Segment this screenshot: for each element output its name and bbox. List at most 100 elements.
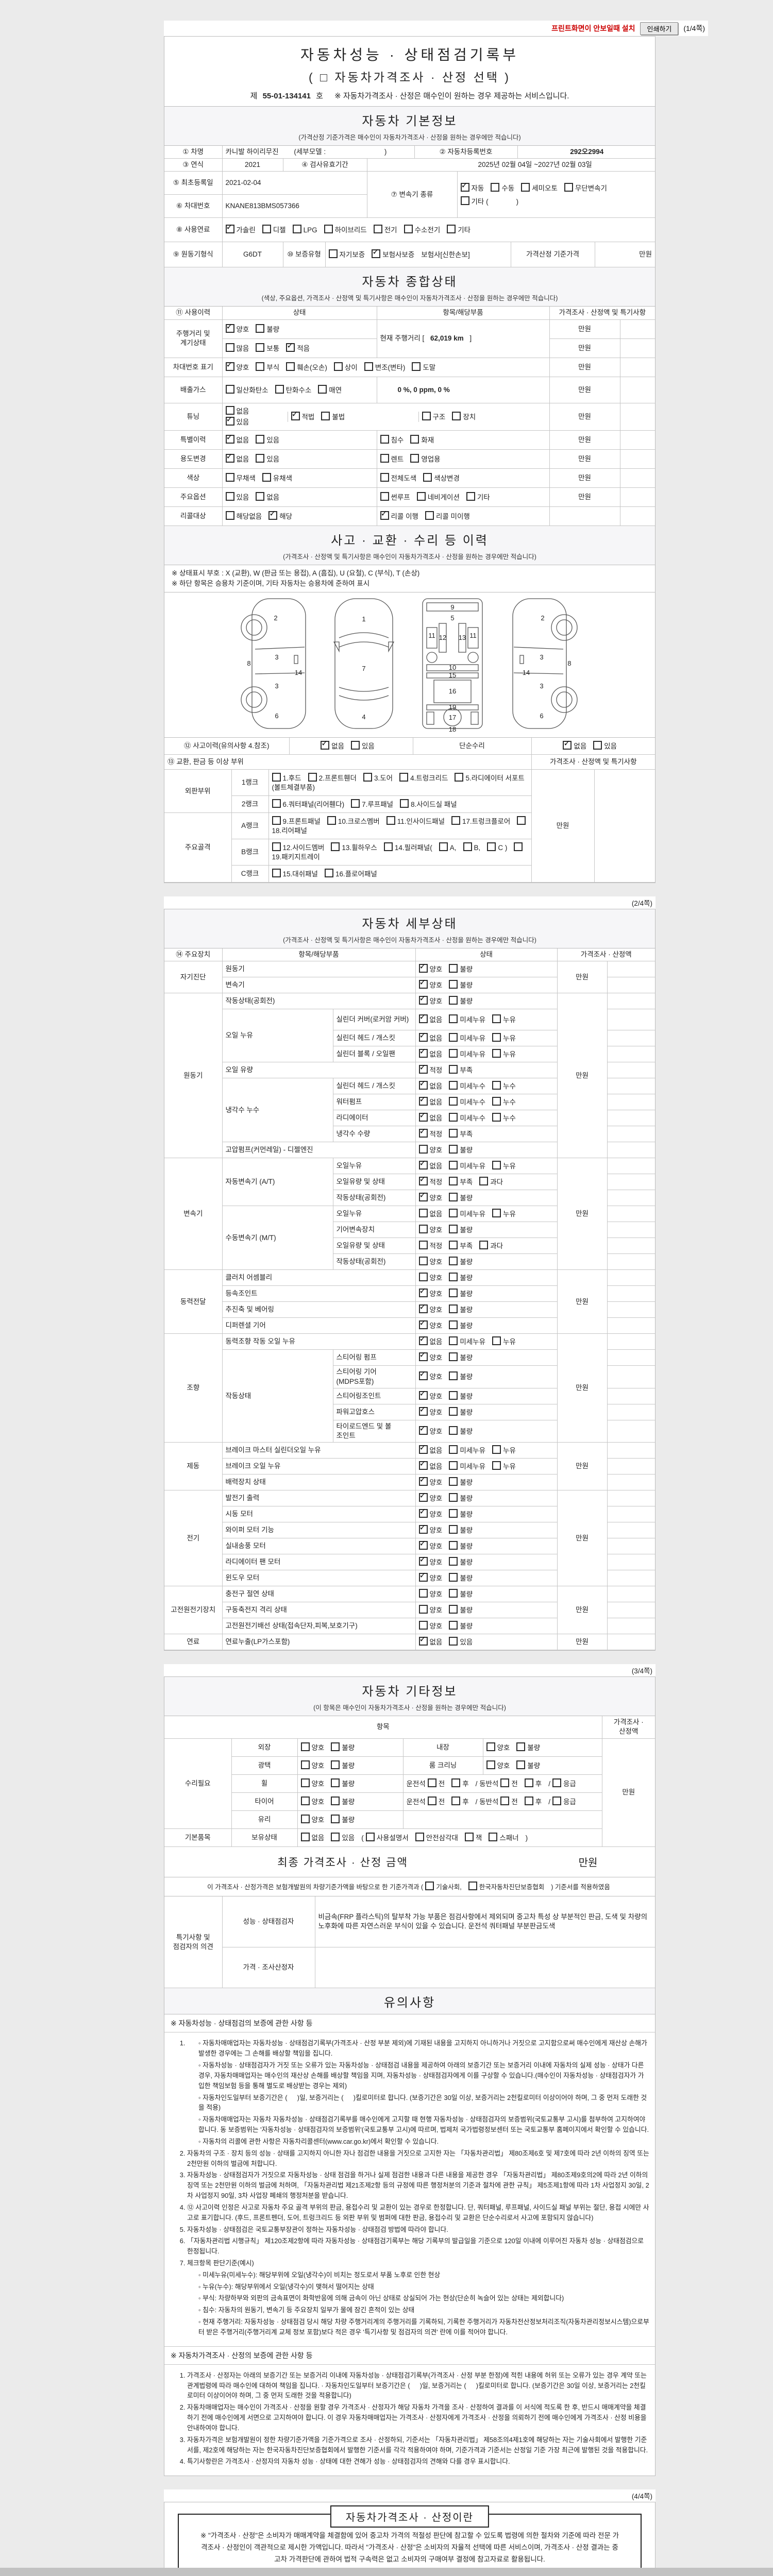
checkbox[interactable] (418, 1621, 428, 1630)
checkbox[interactable] (449, 1065, 458, 1074)
checkbox[interactable] (479, 1177, 489, 1186)
checkbox[interactable] (418, 1605, 428, 1614)
checkbox[interactable] (418, 1126, 428, 1138)
checkbox[interactable] (460, 180, 469, 192)
checkbox[interactable] (383, 842, 393, 851)
checkbox[interactable] (225, 222, 234, 234)
checkbox[interactable] (225, 432, 234, 444)
checkbox[interactable] (449, 1541, 458, 1550)
checkbox[interactable] (449, 980, 458, 989)
checkbox[interactable] (418, 1404, 428, 1416)
checkbox[interactable] (225, 360, 234, 371)
checkbox[interactable] (418, 1302, 428, 1314)
checkbox[interactable] (449, 1391, 458, 1400)
checkbox[interactable] (410, 434, 419, 444)
checkbox[interactable] (418, 1538, 428, 1550)
checkbox[interactable] (331, 1796, 340, 1805)
checkbox[interactable] (449, 1241, 458, 1250)
checkbox[interactable] (418, 1475, 428, 1486)
checkbox[interactable] (423, 472, 432, 482)
checkbox[interactable] (275, 384, 284, 394)
checkbox[interactable] (418, 1012, 428, 1024)
checkbox[interactable] (351, 799, 360, 808)
checkbox[interactable] (449, 1289, 458, 1298)
checkbox[interactable] (466, 492, 475, 501)
checkbox[interactable] (272, 816, 281, 825)
checkbox[interactable] (225, 343, 234, 352)
checkbox[interactable] (449, 1477, 458, 1486)
checkbox[interactable] (487, 842, 496, 851)
checkbox[interactable] (418, 1350, 428, 1362)
checkbox[interactable] (449, 1097, 458, 1106)
checkbox[interactable] (373, 225, 382, 234)
checkbox[interactable] (331, 1760, 340, 1769)
checkbox[interactable] (364, 362, 373, 371)
checkbox[interactable] (331, 1832, 340, 1841)
checkbox[interactable] (399, 772, 409, 782)
checkbox[interactable] (272, 842, 281, 851)
checkbox[interactable] (418, 1078, 428, 1090)
checkbox[interactable] (372, 247, 381, 259)
checkbox[interactable] (386, 816, 395, 825)
checkbox[interactable] (286, 341, 295, 352)
checkbox[interactable] (418, 1589, 428, 1598)
checkbox[interactable] (418, 1225, 428, 1234)
checkbox[interactable] (300, 1760, 310, 1769)
checkbox[interactable] (418, 1174, 428, 1186)
checkbox[interactable] (418, 961, 428, 973)
checkbox[interactable] (418, 1241, 428, 1250)
checkbox[interactable] (318, 384, 327, 394)
checkbox[interactable] (418, 1459, 428, 1470)
checkbox[interactable] (425, 511, 434, 520)
checkbox[interactable] (486, 1760, 495, 1769)
checkbox[interactable] (449, 1081, 458, 1090)
checkbox[interactable] (292, 225, 301, 234)
checkbox[interactable] (415, 1832, 424, 1841)
checkbox[interactable] (418, 1209, 428, 1218)
checkbox[interactable] (449, 1049, 458, 1058)
checkbox[interactable] (300, 1832, 310, 1841)
checkbox[interactable] (418, 1570, 428, 1582)
checkbox[interactable] (524, 1796, 533, 1805)
checkbox[interactable] (451, 1796, 461, 1805)
checkbox[interactable] (514, 842, 523, 851)
checkbox[interactable] (492, 1461, 501, 1470)
checkbox[interactable] (452, 411, 461, 420)
checkbox[interactable] (500, 1778, 510, 1787)
checkbox[interactable] (418, 1388, 428, 1400)
checkbox[interactable] (449, 1445, 458, 1454)
checkbox[interactable] (418, 1145, 428, 1154)
checkbox[interactable] (449, 1525, 458, 1534)
checkbox[interactable] (365, 1832, 375, 1841)
checkbox[interactable] (418, 1490, 428, 1502)
checkbox[interactable] (410, 453, 419, 463)
checkbox[interactable] (225, 511, 234, 520)
checkbox[interactable] (449, 1509, 458, 1518)
checkbox[interactable] (380, 434, 389, 444)
checkbox[interactable] (449, 996, 458, 1005)
checkbox[interactable] (449, 1225, 458, 1234)
checkbox[interactable] (418, 1094, 428, 1106)
checkbox[interactable] (418, 1522, 428, 1534)
checkbox[interactable] (449, 1336, 458, 1346)
checkbox[interactable] (324, 869, 333, 878)
checkbox[interactable] (593, 741, 602, 750)
checkbox[interactable] (451, 1778, 461, 1787)
checkbox[interactable] (300, 1814, 310, 1823)
checkbox[interactable] (451, 816, 461, 825)
checkbox[interactable] (380, 472, 389, 482)
checkbox[interactable] (552, 1796, 561, 1805)
checkbox[interactable] (418, 1190, 428, 1202)
checkbox[interactable] (468, 1881, 477, 1890)
checkbox[interactable] (262, 472, 271, 482)
checkbox[interactable] (291, 409, 300, 420)
checkbox[interactable] (463, 842, 472, 851)
checkbox[interactable] (331, 1778, 340, 1787)
checkbox[interactable] (491, 182, 500, 192)
checkbox[interactable] (418, 1318, 428, 1330)
checkbox[interactable] (272, 869, 281, 878)
checkbox[interactable] (225, 492, 234, 501)
checkbox[interactable] (449, 1493, 458, 1502)
checkbox[interactable] (449, 1461, 458, 1470)
checkbox[interactable] (286, 362, 295, 371)
